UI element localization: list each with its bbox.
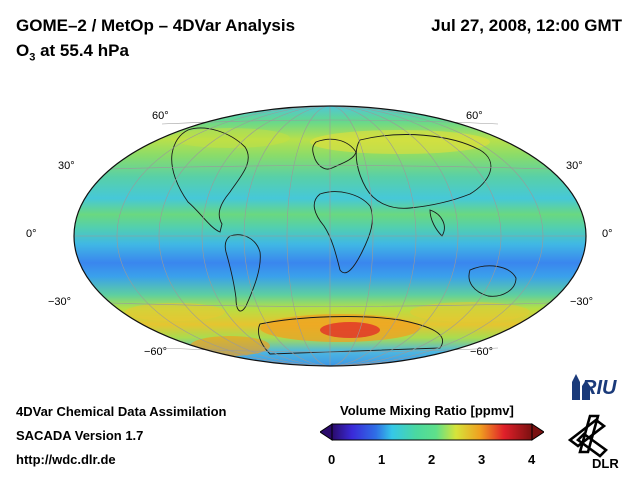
colorbar-gradient <box>331 423 533 441</box>
lat-label-right-60: 60° <box>466 110 483 122</box>
lat-label-right-30: 30° <box>566 160 583 172</box>
dlr-logo: DLR <box>567 414 619 471</box>
version-label: SACADA Version 1.7 <box>16 428 144 443</box>
lat-label-right-0: 0° <box>602 228 613 240</box>
lat-label-left-30: 30° <box>58 160 75 172</box>
coastlines <box>171 127 517 355</box>
method-label: 4DVar Chemical Data Assimilation <box>16 404 227 419</box>
ozone-map[interactable] <box>70 102 590 370</box>
map-border <box>73 105 587 367</box>
colorbar <box>320 423 544 441</box>
date-time-label: Jul 27, 2008, 12:00 GMT <box>431 16 622 35</box>
colorbar-tick-1: 1 <box>378 452 386 467</box>
colorbar-tick-4: 4 <box>528 452 536 467</box>
lat-label-right-m30: −30° <box>570 296 594 308</box>
colorbar-tick-0: 0 <box>328 452 336 467</box>
colorbar-under-arrow <box>320 423 333 441</box>
riu-logo: RIU <box>572 374 617 400</box>
lat-label-left-60: 60° <box>152 110 169 122</box>
website-link[interactable]: http://wdc.dlr.de <box>16 452 116 467</box>
lat-label-left-m60: −60° <box>144 346 168 358</box>
lat-label-left-m30: −30° <box>48 296 72 308</box>
plot-title: GOME–2 / MetOp – 4DVar Analysis <box>16 16 296 35</box>
colorbar-over-arrow <box>531 423 544 441</box>
lat-label-left-0: 0° <box>26 228 37 240</box>
colorbar-tick-2: 2 <box>428 452 436 467</box>
riu-logo-text: RIU <box>582 377 617 399</box>
colorbar-title: Volume Mixing Ratio [ppmv] <box>340 403 514 418</box>
dlr-logo-text: DLR <box>592 456 619 471</box>
species-label: O3 at 55.4 hPa <box>16 41 129 64</box>
colorbar-tick-3: 3 <box>478 452 486 467</box>
